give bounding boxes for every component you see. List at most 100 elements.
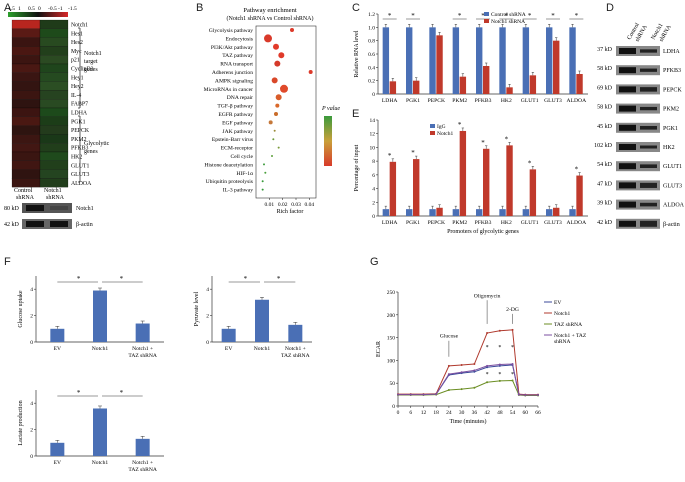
bar xyxy=(522,27,530,94)
bar xyxy=(389,161,397,216)
series-point xyxy=(537,394,539,397)
bar xyxy=(429,209,436,216)
x-tick-label: Notch1 + xyxy=(132,346,153,352)
hm-cell-notch1 xyxy=(39,28,69,38)
ytick-label: 4 xyxy=(30,287,33,293)
hm-scale-label: 0 xyxy=(38,6,41,12)
blot-d-protein: PEPCK xyxy=(663,87,682,93)
xtick-label: 24 xyxy=(446,410,452,416)
bar xyxy=(406,27,413,94)
hm-scale-label: -1 xyxy=(58,6,63,12)
bar xyxy=(529,75,537,94)
ytick-label: 0.2 xyxy=(368,79,375,85)
enrich-point xyxy=(273,43,279,50)
hm-row-label: PEPCK xyxy=(71,128,90,134)
blot-d-protein: GLUT3 xyxy=(663,183,682,189)
hm-cell-notch1 xyxy=(39,37,69,47)
bar xyxy=(499,27,506,94)
hm-cell-control xyxy=(11,125,41,135)
blot-a-band-actin-lane1 xyxy=(26,221,44,227)
heatmap-color-scale xyxy=(8,12,68,17)
x-tick-label: PKM2 xyxy=(452,98,467,104)
series-point xyxy=(473,370,476,373)
x-tick-label: HK2 xyxy=(501,98,512,104)
xtick-label: 12 xyxy=(421,410,427,416)
ytick-label: 1.0 xyxy=(368,25,375,31)
panel-c-chart: 0 0.2 0.4 0.6 0.8 1.0 1.2 Relative RNA level * LD… xyxy=(354,12,588,104)
hm-cell-notch1 xyxy=(39,116,69,126)
bar xyxy=(413,159,420,216)
series-point xyxy=(486,364,489,367)
panel-f2-chart: 0 2 4 Pyruvate level EV Notch1 Notch1 +TAZ shR… xyxy=(194,275,312,359)
x-tick-label: PFKB3 xyxy=(475,220,492,226)
blot-d-band-control xyxy=(619,182,636,189)
enrich-point xyxy=(273,129,276,132)
blot-d-band-notch1 xyxy=(640,220,657,227)
hm-col-label-notch1-2: shRNA xyxy=(46,195,65,201)
bar xyxy=(476,209,483,216)
hm-cell-control xyxy=(11,151,41,161)
hm-cell-notch1 xyxy=(39,55,69,65)
sig-star: * xyxy=(277,275,281,283)
ytick-label: 4 xyxy=(30,401,33,407)
bar xyxy=(382,27,390,94)
series-point xyxy=(517,393,520,396)
panel-label-c: C xyxy=(352,2,360,14)
sig-star: * xyxy=(77,389,81,397)
ytick-label: 100 xyxy=(387,358,396,364)
sig-star: * xyxy=(486,345,489,351)
bar xyxy=(529,169,537,216)
y-axis-label: Percentage of input xyxy=(353,144,360,191)
blot-d-protein: PFKB3 xyxy=(663,68,681,74)
bar xyxy=(569,209,576,216)
bar xyxy=(382,209,390,216)
enrich-point xyxy=(275,103,280,108)
hm-col-label-control-1: Control xyxy=(14,188,33,194)
blot-a-name-2: β-actin xyxy=(76,222,93,228)
blot-a-band-actin-lane2 xyxy=(50,221,68,227)
sig-star: * xyxy=(498,372,501,378)
ytick-label: 6 xyxy=(372,173,375,179)
blot-d-kd: 58 kD xyxy=(597,66,613,72)
blot-d-band-notch1 xyxy=(640,49,657,53)
blot-d-lane-bg xyxy=(616,199,660,210)
hm-row-label: LDHA xyxy=(71,111,88,117)
hm-cell-control xyxy=(11,90,41,100)
x-tick-label: HK2 xyxy=(501,220,512,226)
blot-d-band-control xyxy=(619,163,636,170)
legend-label: IgG xyxy=(437,124,446,130)
enrich-legend-title: P value xyxy=(321,106,340,112)
hm-scale-label: 1 xyxy=(18,6,21,12)
blot-d-kd: 39 kD xyxy=(597,201,613,207)
blot-d-band-notch1 xyxy=(640,182,657,188)
sig-star: * xyxy=(511,345,514,351)
enrich-xtick-label: 0.01 xyxy=(265,202,275,208)
bar xyxy=(436,207,443,216)
x-tick-label: LDHA xyxy=(382,98,398,104)
group-target-label-1: Notch1 xyxy=(84,51,102,57)
ytick-label: 50 xyxy=(390,381,396,387)
enrich-point xyxy=(268,120,273,125)
bar xyxy=(93,290,107,342)
series-point xyxy=(498,364,501,367)
ytick-label: 0 xyxy=(30,340,33,346)
blot-d-kd: 58 kD xyxy=(597,105,613,111)
blot-d-protein: LDHA xyxy=(663,49,680,55)
hm-cell-notch1 xyxy=(39,72,69,82)
ytick-label: 4 xyxy=(206,287,209,293)
sig-star: * xyxy=(486,372,489,378)
hm-cell-notch1 xyxy=(39,19,69,29)
enrich-row-label: Cell cycle xyxy=(230,154,253,160)
bar xyxy=(576,175,583,216)
hm-cell-notch1 xyxy=(39,107,69,117)
blot-d-protein: PGK1 xyxy=(663,126,678,132)
sig-star: * xyxy=(528,12,532,20)
enrich-row-label: Endocytosis xyxy=(226,36,253,42)
sig-star: * xyxy=(551,12,555,20)
bar xyxy=(255,299,269,342)
blot-d-lane-bg xyxy=(616,142,660,152)
sig-star: * xyxy=(498,345,501,351)
series-point xyxy=(498,379,501,382)
hm-row-label: PKM2 xyxy=(71,137,87,143)
hm-cell-control xyxy=(11,28,41,38)
